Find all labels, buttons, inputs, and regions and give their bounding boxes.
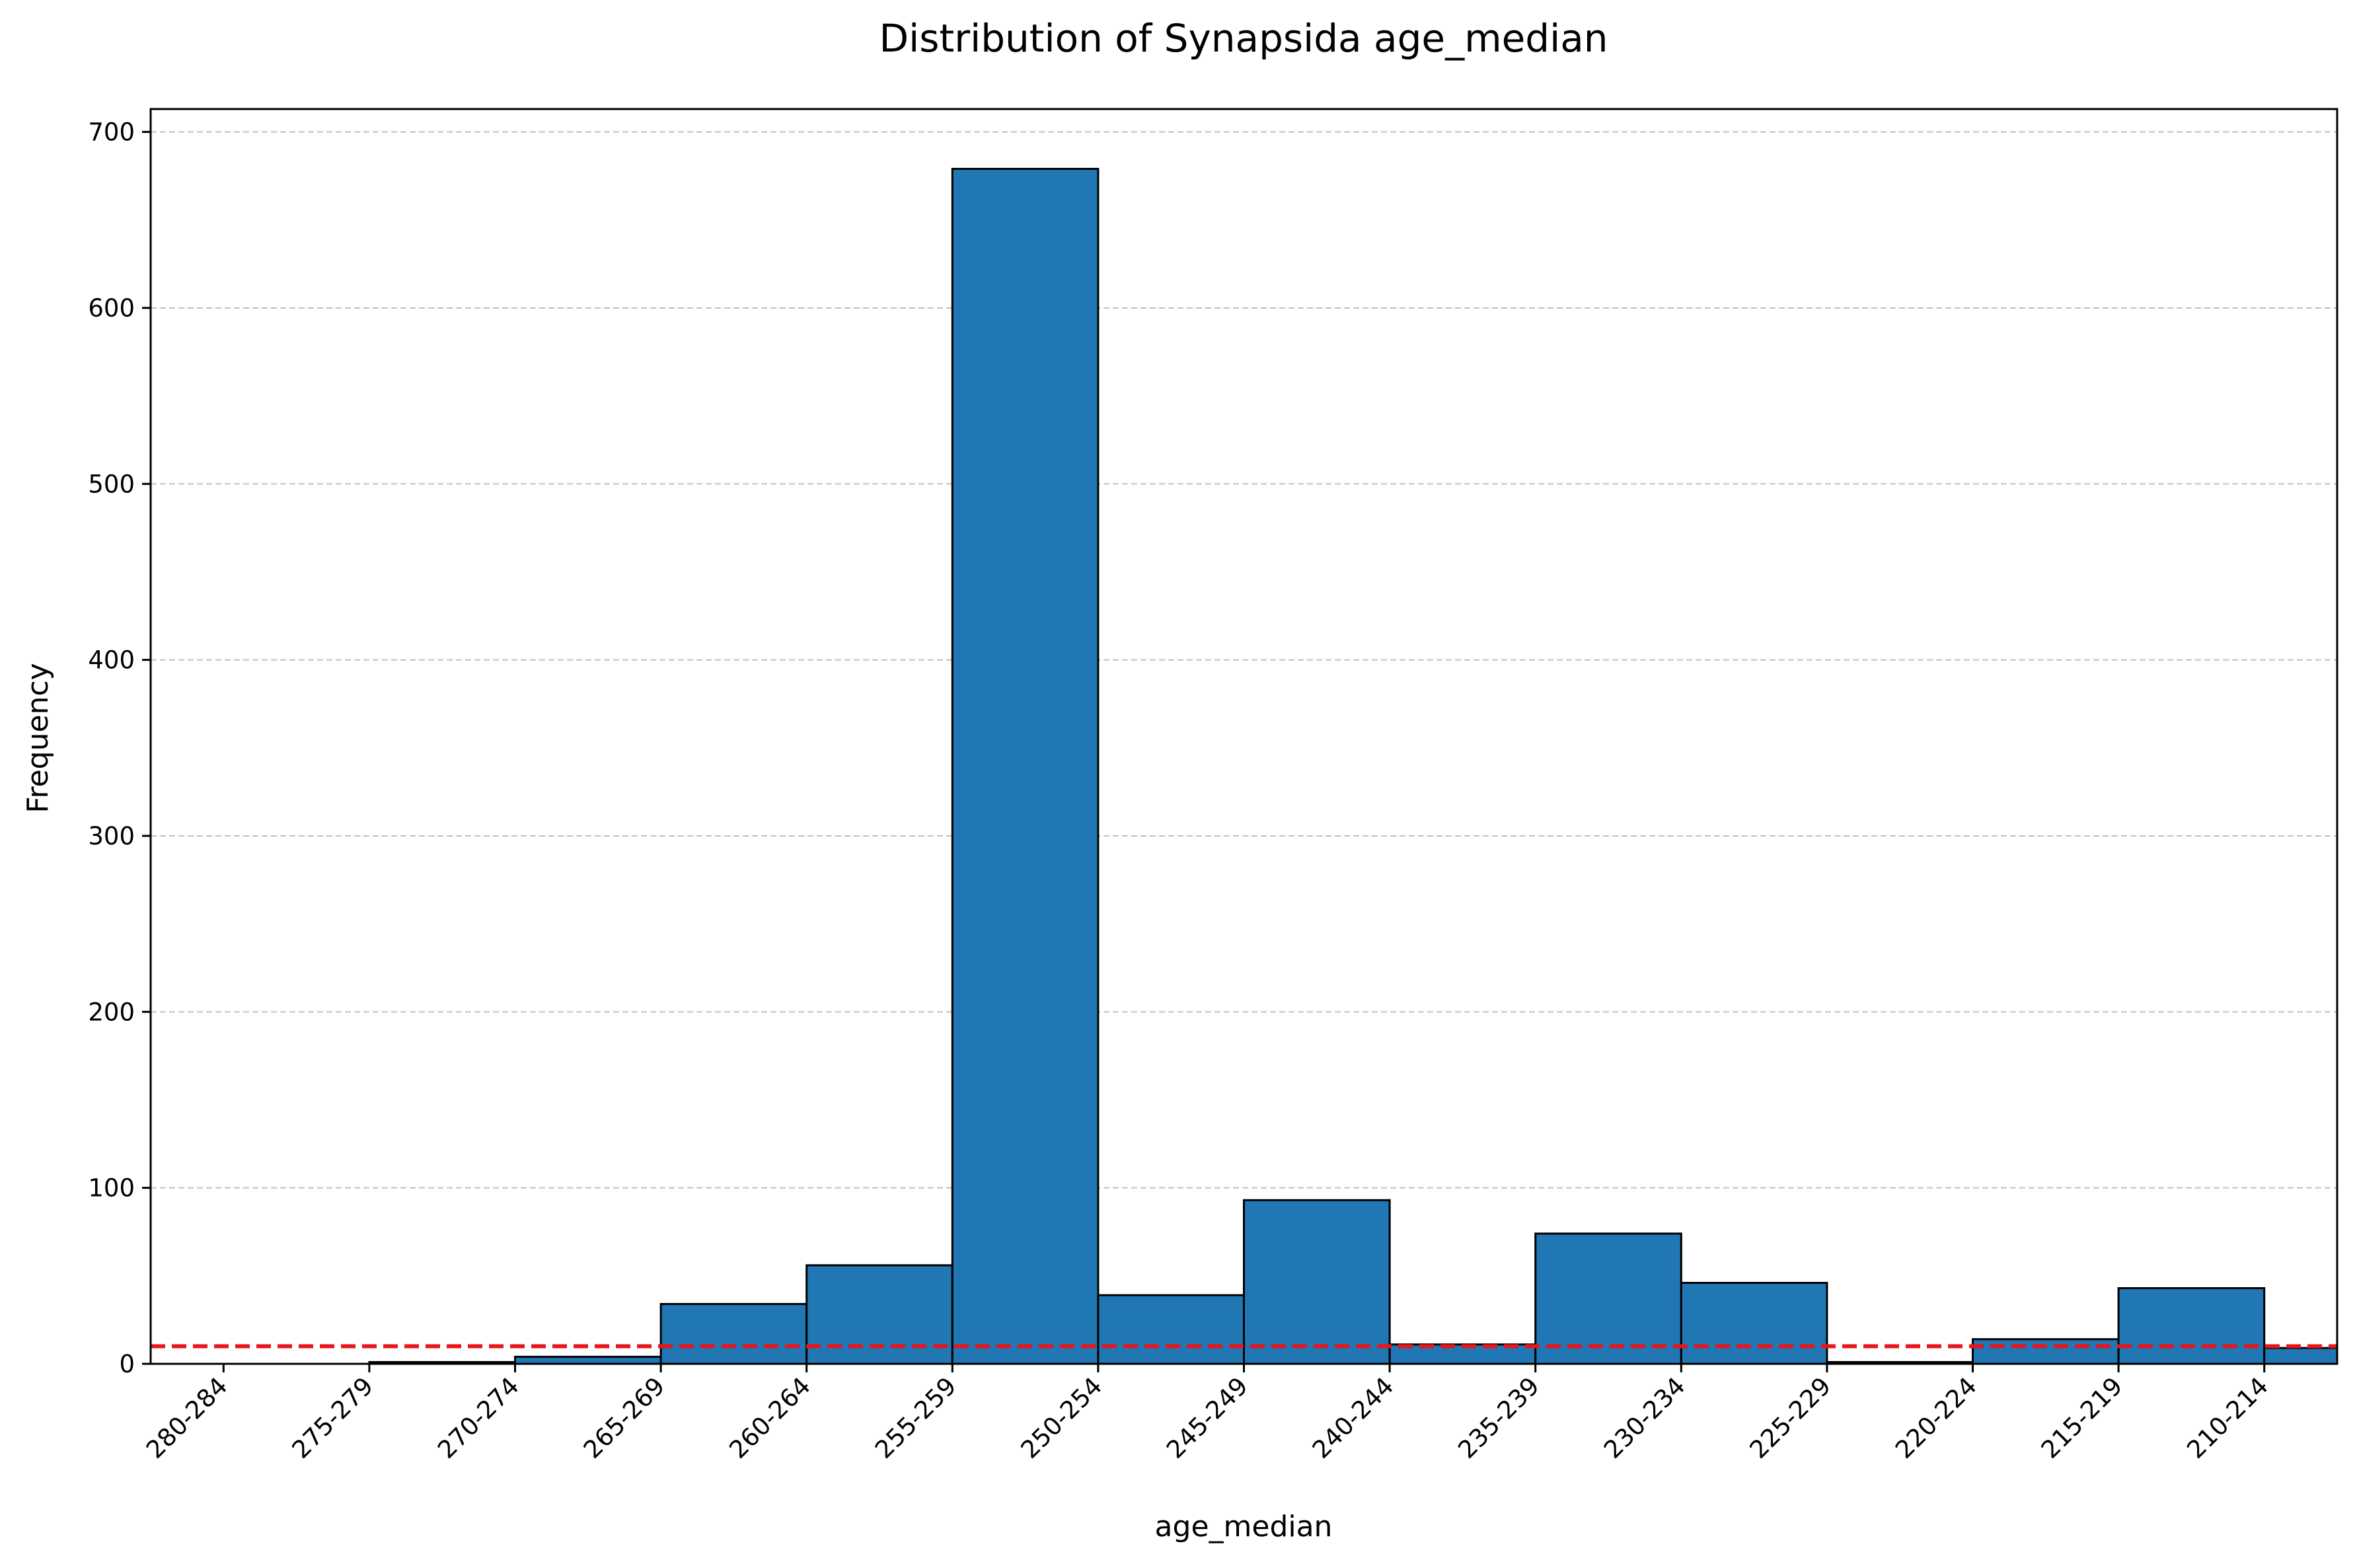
x-tick-label-12: 220-224 [1890,1372,1982,1464]
y-tick-label-3: 300 [88,822,135,850]
x-axis-label: age_median [1155,1510,1333,1544]
bar-10 [1680,1281,1828,1365]
x-tick-label-13: 215-219 [2036,1372,2128,1464]
bar-9 [1534,1232,1682,1365]
bar-14 [2263,1347,2338,1365]
bars [368,168,2338,1365]
x-tick-label-11: 225-229 [1744,1372,1837,1464]
bar-2 [514,1355,662,1365]
y-axis-label: Frequency [21,663,55,813]
bar-3 [659,1302,808,1365]
plot-frame [149,108,2338,1365]
grid-lines [151,131,2337,1364]
chart-title: Distribution of Synapsida age_median [879,16,1608,61]
x-tick-label-4: 260-264 [724,1372,816,1464]
y-tick-label-4: 400 [88,646,135,675]
bar-4 [805,1264,953,1365]
bar-13 [2117,1287,2266,1365]
y-tick-label-2: 200 [88,998,135,1026]
x-tick-label-7: 245-249 [1161,1372,1253,1464]
bar-6 [1097,1294,1246,1365]
x-tick-label-0: 280-284 [141,1372,233,1464]
x-tick-label-5: 255-259 [870,1372,962,1464]
x-tick-label-9: 235-239 [1452,1372,1545,1464]
y-tick-label-0: 0 [119,1350,135,1378]
y-tick-label-6: 600 [88,294,135,322]
bar-7 [1243,1199,1391,1365]
x-tick-label-3: 265-269 [578,1372,671,1464]
y-tick-label-5: 500 [88,470,135,498]
x-tick-label-8: 240-244 [1307,1372,1400,1464]
x-axis-ticks: 280-284 275-279 270-274 265-269 260-264 255-2… [141,1364,2274,1464]
x-tick-label-1: 275-279 [287,1372,379,1464]
bar-12 [1972,1338,2120,1365]
y-axis-ticks: 0 100 200 300 400 500 600 700 [88,118,151,1378]
bar-5 [951,168,1100,1365]
y-tick-label-7: 700 [88,118,135,147]
x-tick-label-10: 230-234 [1598,1372,1691,1464]
y-tick-label-1: 100 [88,1174,135,1203]
x-tick-label-2: 270-274 [432,1372,525,1464]
x-tick-label-6: 250-254 [1016,1372,1108,1464]
x-tick-label-14: 210-214 [2181,1372,2274,1464]
